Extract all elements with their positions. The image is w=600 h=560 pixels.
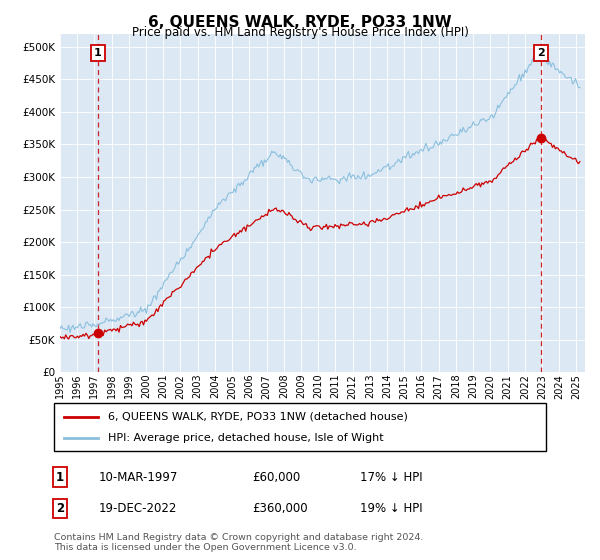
Text: £60,000: £60,000	[252, 470, 300, 484]
Text: 6, QUEENS WALK, RYDE, PO33 1NW (detached house): 6, QUEENS WALK, RYDE, PO33 1NW (detached…	[108, 412, 408, 422]
Text: £360,000: £360,000	[252, 502, 308, 515]
Text: 6, QUEENS WALK, RYDE, PO33 1NW: 6, QUEENS WALK, RYDE, PO33 1NW	[148, 15, 452, 30]
Text: 2: 2	[538, 48, 545, 58]
Text: Price paid vs. HM Land Registry's House Price Index (HPI): Price paid vs. HM Land Registry's House …	[131, 26, 469, 39]
Text: 1: 1	[94, 48, 101, 58]
Text: 2: 2	[56, 502, 64, 515]
Text: 19-DEC-2022: 19-DEC-2022	[99, 502, 178, 515]
Text: 10-MAR-1997: 10-MAR-1997	[99, 470, 178, 484]
Text: This data is licensed under the Open Government Licence v3.0.: This data is licensed under the Open Gov…	[54, 543, 356, 552]
Text: 1: 1	[56, 470, 64, 484]
Text: 19% ↓ HPI: 19% ↓ HPI	[360, 502, 422, 515]
FancyBboxPatch shape	[54, 403, 546, 451]
Text: 17% ↓ HPI: 17% ↓ HPI	[360, 470, 422, 484]
Text: HPI: Average price, detached house, Isle of Wight: HPI: Average price, detached house, Isle…	[108, 433, 384, 443]
Text: Contains HM Land Registry data © Crown copyright and database right 2024.: Contains HM Land Registry data © Crown c…	[54, 533, 424, 542]
